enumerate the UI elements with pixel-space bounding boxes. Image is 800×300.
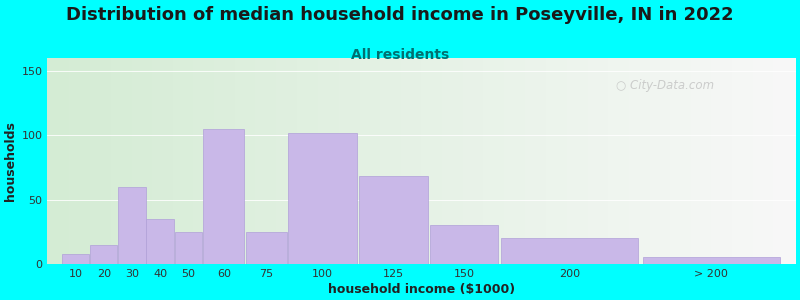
X-axis label: household income ($1000): household income ($1000): [328, 283, 515, 296]
Text: Distribution of median household income in Poseyville, IN in 2022: Distribution of median household income …: [66, 6, 734, 24]
Bar: [174, 232, 202, 264]
Bar: [642, 257, 779, 264]
Text: ○ City-Data.com: ○ City-Data.com: [616, 79, 714, 92]
Bar: [430, 225, 498, 264]
Text: All residents: All residents: [351, 48, 449, 62]
Bar: [203, 129, 244, 264]
Bar: [146, 219, 174, 264]
Y-axis label: households: households: [4, 121, 17, 201]
Bar: [246, 232, 286, 264]
Bar: [62, 254, 89, 264]
Bar: [90, 244, 118, 264]
Bar: [118, 187, 146, 264]
Bar: [359, 176, 427, 264]
Bar: [288, 133, 357, 264]
Bar: [502, 238, 638, 264]
